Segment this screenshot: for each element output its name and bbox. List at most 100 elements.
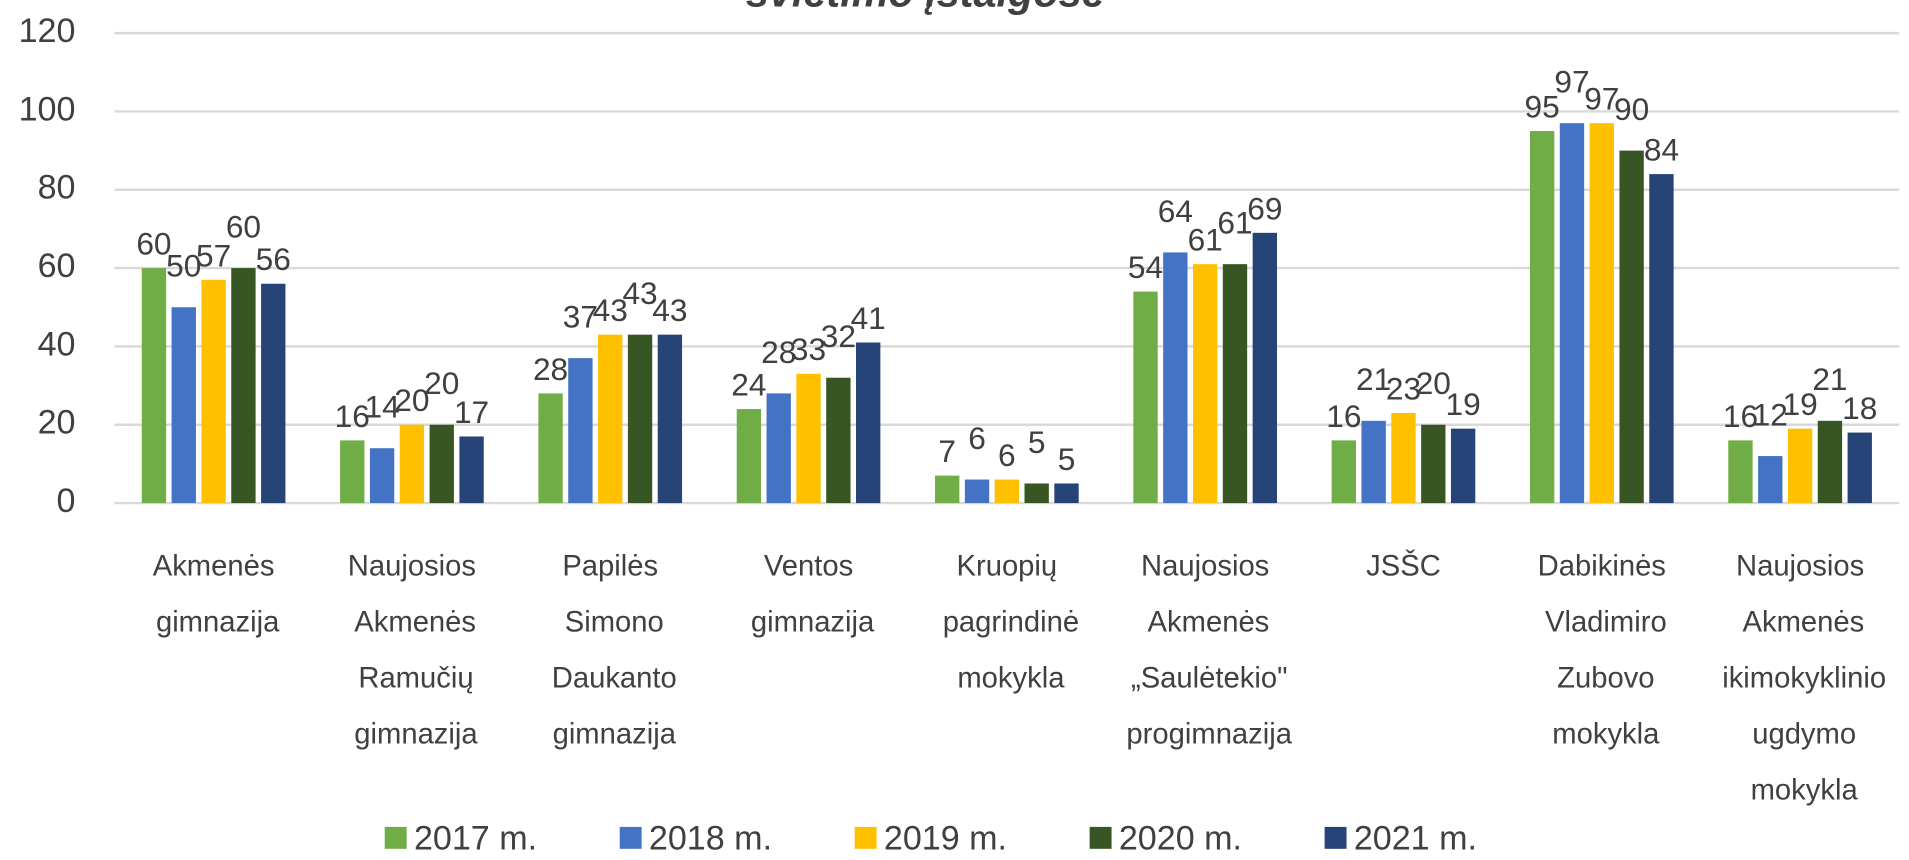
legend-swatch: [384, 826, 407, 849]
legend-label: 2017 m.: [414, 819, 537, 857]
y-tick-label: 60: [38, 247, 76, 285]
data-label: 19: [1783, 386, 1818, 422]
data-label: 33: [791, 331, 826, 367]
bar: [261, 283, 286, 504]
bar: [141, 268, 167, 504]
bar: [1054, 483, 1079, 504]
data-label: 32: [821, 318, 856, 354]
x-tick-label: Akmenės gimnazija: [148, 550, 280, 638]
bar: [231, 268, 256, 504]
data-label: 16: [1723, 398, 1758, 434]
legend-label: 2021 m.: [1354, 819, 1477, 857]
legend-swatch: [619, 826, 642, 849]
data-label: 60: [136, 226, 171, 262]
bar: [1361, 420, 1386, 504]
data-label: 56: [256, 241, 291, 277]
data-label: 20: [1416, 365, 1451, 401]
y-tick-label: 20: [38, 404, 76, 442]
data-label: 6: [968, 420, 986, 456]
bar: [1589, 123, 1614, 504]
bar: [1619, 150, 1644, 504]
data-label: 16: [1326, 398, 1361, 434]
bar: [1163, 252, 1188, 504]
bar: [964, 479, 990, 504]
bar: [1758, 456, 1783, 504]
x-tick-label: Naujosios Akmenės Ramučių gimnazija: [346, 550, 478, 750]
bar: [201, 279, 226, 504]
x-tick-label: Dabikinės Vladimiro Zubovo mokykla: [1537, 550, 1667, 750]
x-tick-label: Ventos gimnazija: [743, 550, 875, 638]
data-label: 23: [1386, 370, 1421, 406]
data-label: 6: [998, 437, 1016, 473]
data-label: 97: [1554, 64, 1589, 100]
bar: [826, 377, 851, 504]
bar: [657, 334, 683, 504]
bar: [1728, 440, 1753, 504]
y-tick-label: 0: [57, 482, 76, 520]
data-label: 43: [593, 292, 628, 328]
bar: [1559, 123, 1585, 504]
bar: [1192, 264, 1218, 504]
bar: [340, 440, 365, 504]
x-tick-label: JSŠC: [1366, 548, 1441, 582]
data-label: 37: [563, 299, 598, 335]
data-label: 61: [1217, 205, 1252, 241]
data-label: 84: [1644, 132, 1679, 168]
data-label: 5: [1058, 441, 1076, 477]
data-label: 41: [851, 300, 886, 336]
data-label: 64: [1158, 193, 1193, 229]
data-label: 7: [938, 433, 956, 469]
data-label: 97: [1584, 81, 1619, 117]
data-label: 28: [761, 334, 796, 370]
bar: [598, 334, 623, 504]
bar: [856, 342, 881, 504]
bar: [399, 424, 425, 504]
bar: [1331, 440, 1356, 504]
y-tick-label: 100: [19, 90, 76, 128]
legend-label: 2019 m.: [884, 819, 1007, 857]
data-label: 20: [424, 365, 459, 401]
bar: [429, 424, 454, 504]
bar: [766, 393, 791, 504]
data-label: 16: [335, 398, 370, 434]
bar: [994, 479, 1020, 504]
bar: [796, 373, 821, 504]
bar: [1649, 174, 1674, 504]
bar: [1391, 412, 1416, 504]
data-label: 19: [1446, 386, 1481, 422]
bar: [736, 409, 762, 504]
bar: [1421, 424, 1446, 504]
bar: [1450, 428, 1476, 504]
data-label: 28: [533, 351, 568, 387]
data-label: 95: [1525, 88, 1560, 124]
data-label: 17: [454, 394, 489, 430]
data-label: 54: [1128, 249, 1163, 285]
x-tick-label: Naujosios Akmenės ikimokyklinio ugdymo m…: [1714, 550, 1886, 806]
legend-swatch: [1089, 826, 1112, 849]
bar: [627, 334, 653, 504]
bar: [171, 307, 196, 504]
data-label: 50: [166, 248, 201, 284]
data-label: 90: [1614, 91, 1649, 127]
bar: [1787, 428, 1813, 504]
bar: [459, 436, 484, 504]
y-tick-label: 80: [38, 169, 76, 207]
chart-title: švietimo įstaigose: [746, 0, 1105, 15]
data-label: 43: [652, 292, 687, 328]
bar: [1529, 131, 1555, 504]
bar: [1024, 483, 1049, 504]
bar: [1817, 420, 1843, 504]
bar: [538, 393, 563, 504]
data-label: 20: [394, 382, 429, 418]
legend-label: 2020 m.: [1119, 819, 1242, 857]
data-label: 69: [1247, 190, 1282, 226]
legend-label: 2018 m.: [649, 819, 772, 857]
bar: [935, 475, 960, 504]
data-label: 43: [622, 275, 657, 311]
data-label: 5: [1028, 424, 1046, 460]
bar: [1847, 432, 1872, 504]
bar: [568, 358, 593, 504]
x-tick-label: Papilės Simono Daukanto gimnazija: [544, 550, 677, 750]
bar: [1133, 291, 1158, 504]
